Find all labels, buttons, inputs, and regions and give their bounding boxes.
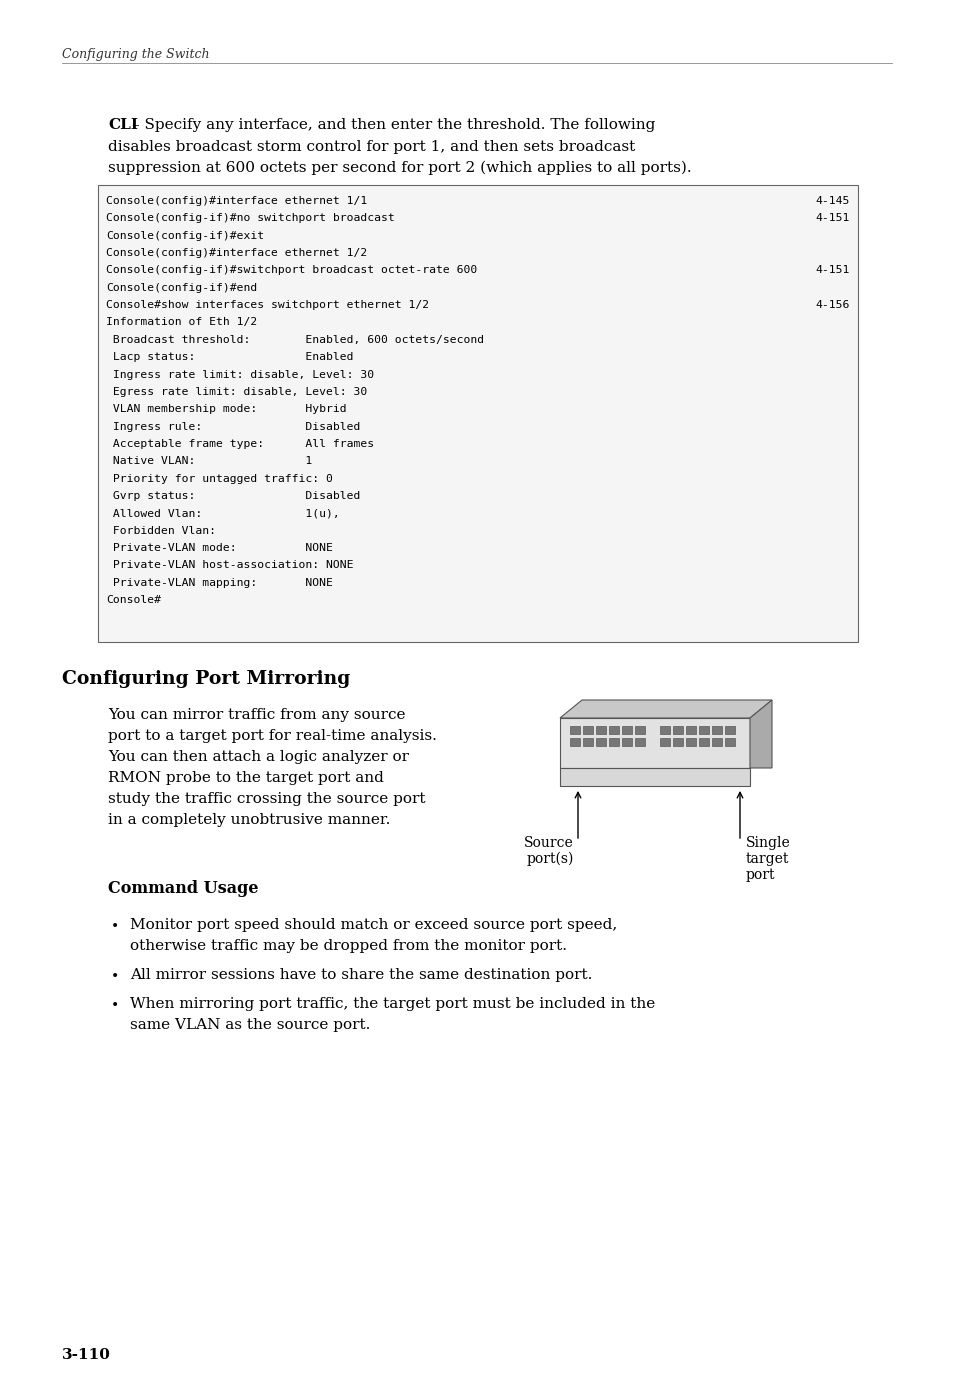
Text: Ingress rate limit: disable, Level: 30: Ingress rate limit: disable, Level: 30 [106, 369, 374, 379]
Text: Lacp status:                Enabled: Lacp status: Enabled [106, 353, 354, 362]
Text: Source: Source [524, 836, 574, 849]
Bar [711, 738, 721, 745]
Bar [672, 726, 682, 734]
Bar [569, 738, 579, 745]
Text: Priority for untagged traffic: 0: Priority for untagged traffic: 0 [106, 473, 333, 483]
Bar [699, 726, 708, 734]
Bar [621, 738, 631, 745]
Text: disables broadcast storm control for port 1, and then sets broadcast: disables broadcast storm control for por… [108, 140, 635, 154]
Text: You can mirror traffic from any source: You can mirror traffic from any source [108, 708, 405, 722]
Text: 4-151: 4-151 [815, 214, 849, 223]
Bar [621, 726, 631, 734]
Text: study the traffic crossing the source port: study the traffic crossing the source po… [108, 793, 425, 806]
FancyBboxPatch shape [559, 718, 749, 768]
Text: Console#show interfaces switchport ethernet 1/2: Console#show interfaces switchport ether… [106, 300, 429, 310]
Text: Private-VLAN mode:          NONE: Private-VLAN mode: NONE [106, 543, 333, 552]
Text: Native VLAN:                1: Native VLAN: 1 [106, 457, 312, 466]
Bar [596, 726, 605, 734]
Text: Console(config-if)#no switchport broadcast: Console(config-if)#no switchport broadca… [106, 214, 395, 223]
Text: Acceptable frame type:      All frames: Acceptable frame type: All frames [106, 439, 374, 448]
Bar [635, 726, 644, 734]
Bar [569, 726, 579, 734]
Text: Information of Eth 1/2: Information of Eth 1/2 [106, 318, 257, 328]
Text: 4-145: 4-145 [815, 196, 849, 205]
Text: 3-110: 3-110 [62, 1348, 111, 1362]
FancyBboxPatch shape [559, 768, 749, 786]
Text: otherwise traffic may be dropped from the monitor port.: otherwise traffic may be dropped from th… [130, 940, 566, 954]
Text: Gvrp status:                Disabled: Gvrp status: Disabled [106, 491, 360, 501]
Text: When mirroring port traffic, the target port must be included in the: When mirroring port traffic, the target … [130, 997, 655, 1010]
Text: Monitor port speed should match or exceed source port speed,: Monitor port speed should match or excee… [130, 917, 617, 931]
Text: – Specify any interface, and then enter the threshold. The following: – Specify any interface, and then enter … [132, 118, 655, 132]
Text: Forbidden Vlan:: Forbidden Vlan: [106, 526, 215, 536]
Text: All mirror sessions have to share the same destination port.: All mirror sessions have to share the sa… [130, 967, 592, 981]
Text: port(s): port(s) [526, 852, 574, 866]
Bar [596, 738, 605, 745]
FancyBboxPatch shape [98, 185, 857, 643]
Text: 4-156: 4-156 [815, 300, 849, 310]
Text: Ingress rule:               Disabled: Ingress rule: Disabled [106, 422, 360, 432]
Text: Command Usage: Command Usage [108, 880, 258, 897]
Text: Console(config-if)#exit: Console(config-if)#exit [106, 230, 264, 240]
Bar [608, 726, 618, 734]
Bar [724, 726, 734, 734]
Text: •: • [111, 970, 119, 984]
Bar [582, 738, 593, 745]
Bar [582, 726, 593, 734]
Text: 4-151: 4-151 [815, 265, 849, 275]
Text: suppression at 600 octets per second for port 2 (which applies to all ports).: suppression at 600 octets per second for… [108, 161, 691, 175]
Bar [672, 738, 682, 745]
Bar [635, 738, 644, 745]
Text: Console(config)#interface ethernet 1/1: Console(config)#interface ethernet 1/1 [106, 196, 367, 205]
Text: You can then attach a logic analyzer or: You can then attach a logic analyzer or [108, 750, 409, 763]
Text: same VLAN as the source port.: same VLAN as the source port. [130, 1017, 370, 1033]
Text: CLI: CLI [108, 118, 138, 132]
Text: •: • [111, 920, 119, 934]
Bar [699, 738, 708, 745]
Text: •: • [111, 999, 119, 1013]
Bar [685, 738, 696, 745]
Text: target: target [745, 852, 788, 866]
Text: VLAN membership mode:       Hybrid: VLAN membership mode: Hybrid [106, 404, 346, 414]
Bar [711, 726, 721, 734]
Text: Allowed Vlan:               1(u),: Allowed Vlan: 1(u), [106, 508, 339, 518]
Text: port to a target port for real-time analysis.: port to a target port for real-time anal… [108, 729, 436, 743]
Text: in a completely unobtrusive manner.: in a completely unobtrusive manner. [108, 813, 390, 827]
Text: Console#: Console# [106, 595, 161, 605]
Text: Single: Single [745, 836, 790, 849]
Text: Console(config-if)#switchport broadcast octet-rate 600: Console(config-if)#switchport broadcast … [106, 265, 476, 275]
Text: Broadcast threshold:        Enabled, 600 octets/second: Broadcast threshold: Enabled, 600 octets… [106, 335, 483, 344]
Bar [608, 738, 618, 745]
Text: Configuring Port Mirroring: Configuring Port Mirroring [62, 670, 350, 688]
Polygon shape [749, 700, 771, 768]
Text: Configuring the Switch: Configuring the Switch [62, 49, 210, 61]
Bar [724, 738, 734, 745]
Text: Console(config)#interface ethernet 1/2: Console(config)#interface ethernet 1/2 [106, 248, 367, 258]
Bar [659, 726, 669, 734]
Text: RMON probe to the target port and: RMON probe to the target port and [108, 770, 383, 786]
Bar [685, 726, 696, 734]
Polygon shape [559, 700, 771, 718]
Text: Private-VLAN mapping:       NONE: Private-VLAN mapping: NONE [106, 577, 333, 587]
Text: port: port [745, 868, 775, 881]
Text: Egress rate limit: disable, Level: 30: Egress rate limit: disable, Level: 30 [106, 387, 367, 397]
Bar [659, 738, 669, 745]
Text: Private-VLAN host-association: NONE: Private-VLAN host-association: NONE [106, 561, 354, 570]
Text: Console(config-if)#end: Console(config-if)#end [106, 283, 257, 293]
